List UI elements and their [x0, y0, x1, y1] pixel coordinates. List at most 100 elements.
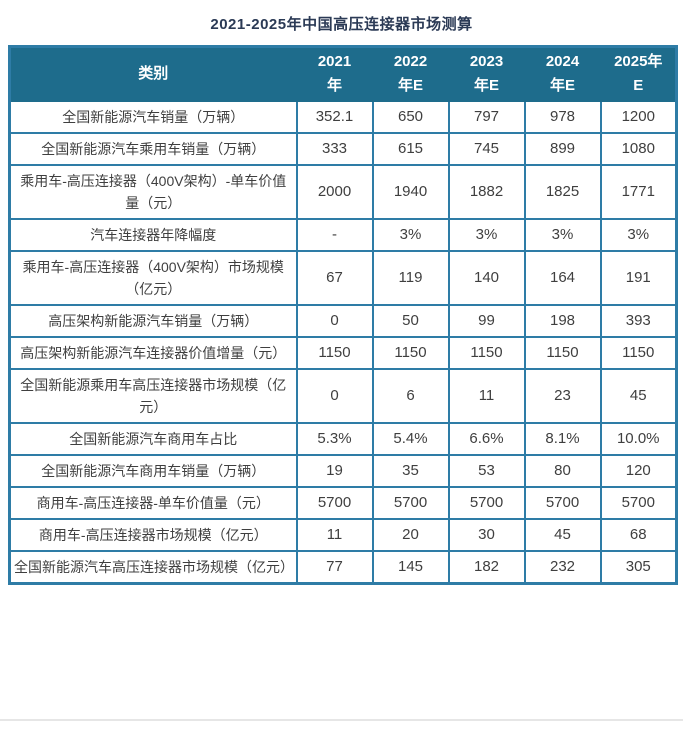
cell-value: 5700	[523, 486, 602, 520]
cell-value: 978	[523, 100, 602, 134]
cell-value: 80	[523, 454, 602, 488]
cell-value: 5.3%	[295, 422, 374, 456]
cell-value: 99	[447, 304, 526, 338]
cell-value: 23	[523, 368, 602, 424]
cell-value: 393	[599, 304, 678, 338]
table-row: 高压架构新能源汽车连接器价值增量（元） 1150 1150 1150 1150 1150	[8, 336, 678, 370]
table-row: 全国新能源汽车商用车销量（万辆） 19 35 53 80 120	[8, 454, 678, 488]
cell-value: 6	[371, 368, 450, 424]
row-label: 全国新能源汽车商用车占比	[8, 422, 298, 456]
column-header-year: 2023 年E	[447, 45, 526, 102]
cell-value: 5700	[371, 486, 450, 520]
cell-value: 1771	[599, 164, 678, 220]
row-label: 全国新能源汽车商用车销量（万辆）	[8, 454, 298, 488]
column-header-year: 2025年 E	[599, 45, 678, 102]
cell-value: 333	[295, 132, 374, 166]
cell-value: 11	[447, 368, 526, 424]
table-row: 汽车连接器年降幅度 -3% 3% 3% 3%	[8, 218, 678, 252]
cell-value: 20	[371, 518, 450, 552]
cell-value: 1150	[295, 336, 374, 370]
cell-value: 3%	[599, 218, 678, 252]
table-row: 全国新能源乘用车高压连接器市场规模（亿元） 0 6 11 23 45	[8, 368, 678, 424]
page-title: 2021-2025年中国高压连接器市场测算	[210, 16, 473, 33]
column-header-category: 类别	[8, 45, 298, 102]
row-label: 高压架构新能源汽车销量（万辆）	[8, 304, 298, 338]
cell-value: 53	[447, 454, 526, 488]
table-row: 乘用车-高压连接器（400V架构）市场规模（亿元） 67 119 140 164 191	[8, 250, 678, 306]
cell-value: 50	[371, 304, 450, 338]
cell-value: 1150	[447, 336, 526, 370]
table-row: 乘用车-高压连接器（400V架构）-单车价值量（元） 2000 1940 1882 18…	[8, 164, 678, 220]
row-label: 全国新能源乘用车高压连接器市场规模（亿元）	[8, 368, 298, 424]
cell-value: 1150	[599, 336, 678, 370]
cell-value: 745	[447, 132, 526, 166]
cell-value: 1150	[371, 336, 450, 370]
table-row: 全国新能源汽车商用车占比 5.3% 5.4% 6.6% 8.1% 10.0%	[8, 422, 678, 456]
row-label: 乘用车-高压连接器（400V架构）-单车价值量（元）	[8, 164, 298, 220]
market-forecast-table: 类别 2021 年 2022 年E 2023 年E 2024 年E 2025年 E 全国新能源汽车…	[8, 45, 678, 585]
cell-value: 191	[599, 250, 678, 306]
row-label: 全国新能源汽车销量（万辆）	[8, 100, 298, 134]
cell-value: 1825	[523, 164, 602, 220]
cell-value: 352.1	[295, 100, 374, 134]
table-row: 全国新能源汽车销量（万辆） 352.1 650 797 978 1200	[8, 100, 678, 134]
cell-value: 45	[599, 368, 678, 424]
cell-value: 5700	[295, 486, 374, 520]
cell-value: 164	[523, 250, 602, 306]
cell-value: 77	[295, 550, 374, 585]
cell-value: 6.6%	[447, 422, 526, 456]
cell-value: 67	[295, 250, 374, 306]
table-bottom-shadow	[0, 719, 683, 721]
table-row: 全国新能源汽车乘用车销量（万辆） 333 615 745 899 1080	[8, 132, 678, 166]
column-header-year: 2021 年	[295, 45, 374, 102]
cell-value: 198	[523, 304, 602, 338]
cell-value: 1882	[447, 164, 526, 220]
cell-value: 0	[295, 304, 374, 338]
table-row: 全国新能源汽车高压连接器市场规模（亿元） 77 145 182 232 305	[8, 550, 678, 585]
cell-value: 3%	[447, 218, 526, 252]
cell-value: 3%	[371, 218, 450, 252]
header-row: 类别 2021 年 2022 年E 2023 年E 2024 年E 2025年 E	[8, 45, 678, 102]
cell-value: 797	[447, 100, 526, 134]
cell-value: 1940	[371, 164, 450, 220]
column-header-year: 2022 年E	[371, 45, 450, 102]
cell-value: 5700	[599, 486, 678, 520]
cell-value: 145	[371, 550, 450, 585]
cell-value: -	[295, 218, 374, 252]
cell-value: 30	[447, 518, 526, 552]
table-row: 商用车-高压连接器市场规模（亿元） 11 20 30 45 68	[8, 518, 678, 552]
cell-value: 140	[447, 250, 526, 306]
cell-value: 8.1%	[523, 422, 602, 456]
cell-value: 1200	[599, 100, 678, 134]
table-row: 高压架构新能源汽车销量（万辆） 0 50 99 198 393	[8, 304, 678, 338]
cell-value: 119	[371, 250, 450, 306]
cell-value: 899	[523, 132, 602, 166]
cell-value: 5700	[447, 486, 526, 520]
cell-value: 120	[599, 454, 678, 488]
cell-value: 615	[371, 132, 450, 166]
row-label: 全国新能源汽车高压连接器市场规模（亿元）	[8, 550, 298, 585]
cell-value: 68	[599, 518, 678, 552]
row-label: 汽车连接器年降幅度	[8, 218, 298, 252]
row-label: 商用车-高压连接器-单车价值量（元）	[8, 486, 298, 520]
row-label: 全国新能源汽车乘用车销量（万辆）	[8, 132, 298, 166]
table-row: 商用车-高压连接器-单车价值量（元） 5700 5700 5700 5700 5700	[8, 486, 678, 520]
cell-value: 35	[371, 454, 450, 488]
cell-value: 45	[523, 518, 602, 552]
row-label: 乘用车-高压连接器（400V架构）市场规模（亿元）	[8, 250, 298, 306]
cell-value: 305	[599, 550, 678, 585]
cell-value: 1150	[523, 336, 602, 370]
cell-value: 3%	[523, 218, 602, 252]
row-label: 高压架构新能源汽车连接器价值增量（元）	[8, 336, 298, 370]
cell-value: 11	[295, 518, 374, 552]
cell-value: 1080	[599, 132, 678, 166]
cell-value: 10.0%	[599, 422, 678, 456]
cell-value: 650	[371, 100, 450, 134]
cell-value: 19	[295, 454, 374, 488]
cell-value: 2000	[295, 164, 374, 220]
cell-value: 232	[523, 550, 602, 585]
column-header-year: 2024 年E	[523, 45, 602, 102]
cell-value: 0	[295, 368, 374, 424]
cell-value: 182	[447, 550, 526, 585]
row-label: 商用车-高压连接器市场规模（亿元）	[8, 518, 298, 552]
